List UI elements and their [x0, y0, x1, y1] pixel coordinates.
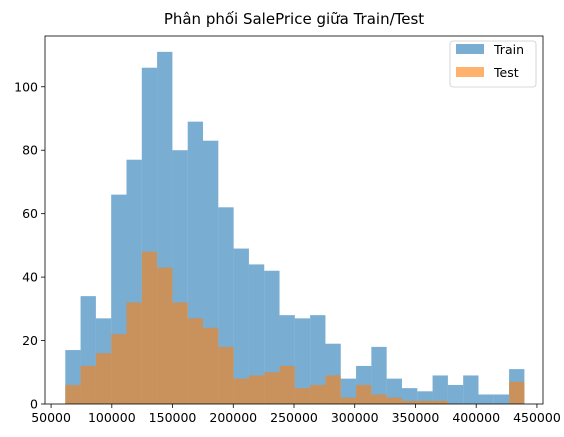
bar-test-15 — [294, 388, 311, 404]
y-axis: 0 20 40 60 80 100 — [14, 79, 45, 412]
bar-test-10 — [218, 346, 234, 404]
bar-test-9 — [203, 327, 219, 404]
bar-test-2 — [95, 353, 112, 404]
x-tick-label: 400000 — [452, 410, 500, 425]
bar-test-19 — [356, 384, 372, 404]
bar-train-15 — [294, 318, 311, 404]
bar-test-23 — [417, 400, 433, 404]
x-tick-label: 350000 — [392, 410, 440, 425]
bar-train-27 — [478, 394, 494, 404]
y-tick-label: 0 — [30, 397, 38, 412]
bar-train-28 — [493, 394, 510, 404]
legend-label-train: Train — [493, 42, 524, 57]
bar-test-20 — [371, 394, 387, 404]
bar-test-24 — [432, 400, 448, 404]
bar-test-11 — [233, 378, 249, 404]
bar-train-11 — [233, 248, 249, 404]
bar-test-17 — [325, 375, 341, 404]
legend-label-test: Test — [493, 65, 519, 80]
legend-swatch-train — [456, 44, 484, 54]
x-tick-label: 150000 — [149, 410, 197, 425]
legend: Train Test — [449, 40, 537, 88]
bar-test-6 — [157, 267, 173, 404]
y-tick-label: 80 — [22, 143, 38, 158]
x-tick-label: 50000 — [31, 410, 71, 425]
bar-test-5 — [141, 251, 158, 404]
bar-test-22 — [401, 400, 418, 404]
bar-test-12 — [248, 375, 265, 404]
chart-title: Phân phối SalePrice giữa Train/Test — [164, 10, 424, 28]
x-tick-label: 100000 — [88, 410, 136, 425]
bar-test-18 — [340, 397, 357, 404]
bar-test-14 — [279, 365, 295, 404]
x-tick-label: 200000 — [209, 410, 257, 425]
bar-test-8 — [187, 318, 204, 404]
y-tick-label: 40 — [22, 270, 38, 285]
bar-test-21 — [386, 397, 402, 404]
bar-test-13 — [264, 372, 280, 404]
x-tick-label: 300000 — [331, 410, 379, 425]
bar-train-13 — [264, 270, 280, 404]
bar-test-3 — [111, 334, 127, 404]
bar-train-12 — [248, 264, 265, 404]
x-axis: 50000 100000 150000 200000 250000 300000 35000… — [31, 404, 561, 425]
y-tick-label: 60 — [22, 206, 38, 221]
bar-test-7 — [172, 302, 188, 404]
bar-train-22 — [401, 388, 418, 404]
legend-swatch-test — [456, 67, 484, 77]
bars-layer — [65, 51, 525, 405]
bar-test-29 — [509, 381, 525, 404]
bar-test-16 — [310, 384, 326, 404]
bar-train-25 — [447, 384, 464, 404]
bar-train-26 — [463, 375, 479, 404]
bar-train-24 — [432, 375, 448, 404]
bar-train-16 — [310, 315, 326, 404]
x-tick-label: 250000 — [270, 410, 318, 425]
bar-test-4 — [126, 302, 142, 404]
bar-train-20 — [371, 346, 387, 404]
x-tick-label: 450000 — [513, 410, 561, 425]
bar-test-0 — [65, 384, 81, 404]
y-tick-label: 20 — [22, 333, 38, 348]
bar-test-1 — [80, 365, 96, 404]
y-tick-label: 100 — [14, 79, 38, 94]
series-test — [65, 251, 525, 404]
